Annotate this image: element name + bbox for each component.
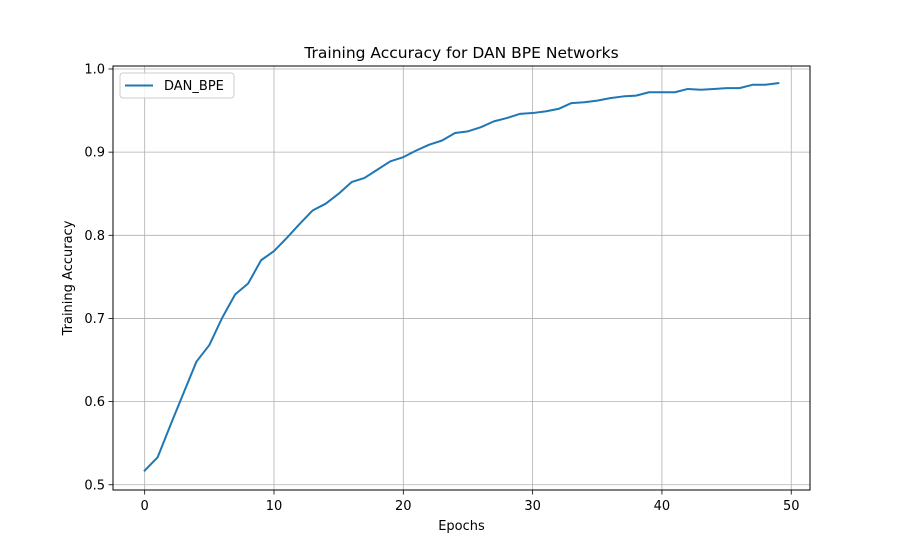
ticks: 0 10 20 30 40 50 0.5 0.6 0.7 0.8 0.9 1.0 [84,62,799,514]
chart-title: Training Accuracy for DAN BPE Networks [303,44,618,62]
y-axis-label: Training Accuracy [61,220,76,336]
y-tick-label: 0.6 [84,395,105,410]
grid [113,66,810,490]
x-tick-label: 10 [266,499,283,514]
x-tick-label: 50 [783,499,800,514]
y-tick-label: 0.7 [84,312,105,327]
x-axis-label: Epochs [438,519,485,534]
y-tick-label: 0.5 [84,478,105,493]
x-tick-label: 30 [524,499,541,514]
legend-label: DAN_BPE [164,79,224,94]
plot-area [113,66,810,490]
y-tick-label: 0.8 [84,229,105,244]
x-tick-label: 20 [395,499,412,514]
legend-box [119,72,235,99]
y-tick-label: 0.9 [84,146,105,161]
x-tick-label: 40 [654,499,671,514]
legend: DAN_BPE [119,72,235,99]
x-tick-label: 0 [141,499,149,514]
series-line-dan-bpe [143,82,780,473]
y-tick-label: 1.0 [84,62,105,77]
series-layer [143,82,780,473]
plot-frame [112,65,811,491]
